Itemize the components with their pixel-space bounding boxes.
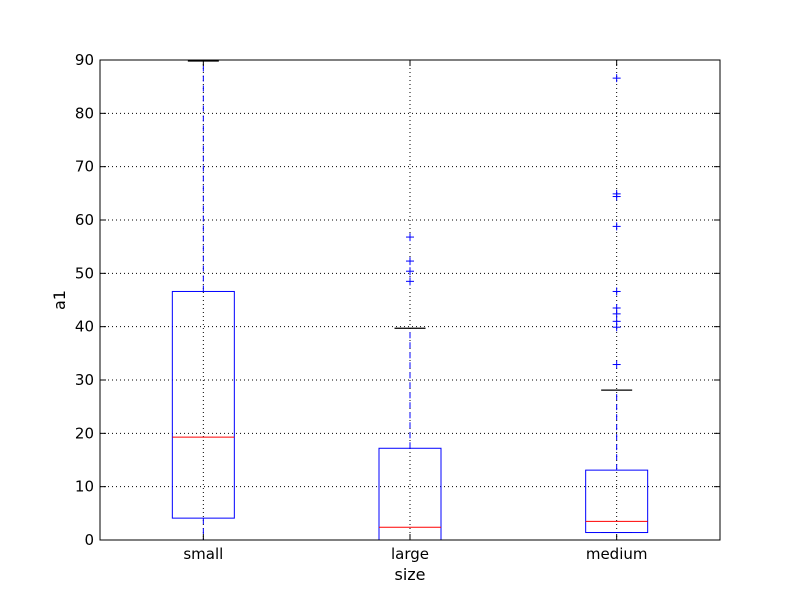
outlier-point: [406, 267, 414, 276]
outlier-point: [612, 360, 621, 369]
x-tick-label: large: [391, 545, 429, 563]
outlier-point: [406, 277, 414, 286]
outlier-point: [406, 233, 414, 242]
outlier-point: [612, 304, 621, 312]
x-axis-label: size: [394, 565, 425, 584]
y-tick-label: 50: [75, 264, 94, 282]
y-tick-label: 40: [75, 318, 94, 336]
y-tick-label: 80: [75, 104, 94, 122]
y-tick-label: 60: [75, 211, 94, 229]
y-tick-label: 10: [75, 478, 94, 496]
y-axis-label: a1: [50, 290, 69, 310]
outlier-point: [406, 257, 414, 266]
outlier-point: [612, 317, 621, 326]
y-tick-label: 0: [84, 531, 94, 549]
outlier-point: [612, 222, 621, 231]
grid-lines: [100, 60, 720, 540]
box-large: [378, 233, 442, 541]
box-medium: [585, 74, 649, 534]
x-tick-label: medium: [586, 545, 648, 563]
y-tick-label: 90: [75, 51, 94, 69]
box-iqr: [171, 290, 235, 519]
box-iqr: [585, 469, 649, 534]
y-tick-label: 20: [75, 424, 94, 442]
y-tick-label: 70: [75, 158, 94, 176]
outlier-point: [612, 74, 621, 83]
box-iqr: [378, 447, 442, 541]
outlier-point: [612, 189, 621, 198]
outlier-point: [612, 287, 621, 296]
x-tick-label: small: [183, 545, 223, 563]
axis-ticks: 0 10 20 30 40 50 60 70 80 90 small large medium: [75, 51, 720, 563]
y-tick-label: 30: [75, 371, 94, 389]
